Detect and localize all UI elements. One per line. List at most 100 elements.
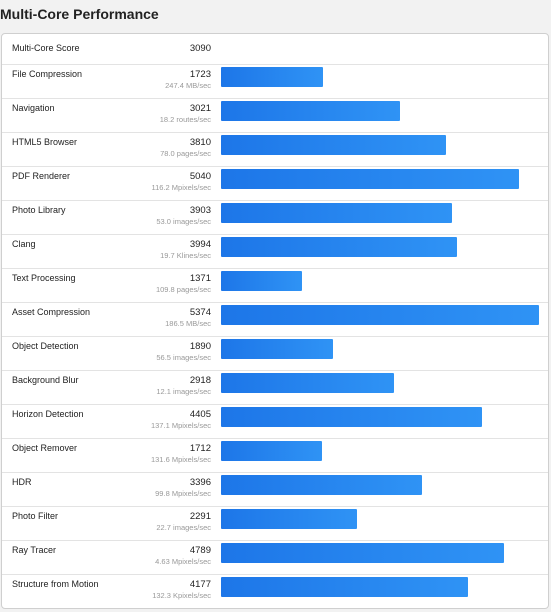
benchmark-row: Clang 3994 19.7 Klines/sec [2, 235, 548, 269]
benchmark-bar [221, 509, 357, 529]
benchmark-row: HDR 3396 99.8 Mpixels/sec [2, 473, 548, 507]
benchmark-bar [221, 135, 447, 155]
benchmark-bar [221, 475, 422, 495]
benchmark-name: Background Blur [12, 375, 79, 385]
benchmark-bar [221, 101, 400, 121]
benchmark-name: Structure from Motion [12, 579, 99, 589]
benchmark-bar-track [221, 101, 539, 121]
benchmark-bar [221, 543, 505, 563]
benchmark-row: PDF Renderer 5040 116.2 Mpixels/sec [2, 167, 548, 201]
benchmark-rate: 99.8 Mpixels/sec [155, 489, 211, 498]
benchmark-score: 4405 [189, 409, 211, 420]
benchmark-row: File Compression 1723 247.4 MB/sec [2, 65, 548, 99]
benchmark-score: 3810 [189, 137, 211, 148]
benchmark-bar-track [221, 271, 539, 291]
benchmark-row: Asset Compression 5374 186.5 MB/sec [2, 303, 548, 337]
benchmark-name: Clang [12, 239, 36, 249]
benchmark-bar [221, 441, 323, 461]
benchmark-name: PDF Renderer [12, 171, 71, 181]
benchmark-score: 1712 [189, 443, 211, 454]
benchmark-name: Horizon Detection [12, 409, 84, 419]
multi-core-score-value: 3090 [189, 43, 211, 54]
benchmark-name: Asset Compression [12, 307, 91, 317]
benchmark-name: Text Processing [12, 273, 76, 283]
benchmark-row: Background Blur 2918 12.1 images/sec [2, 371, 548, 405]
benchmark-rate: 56.5 images/sec [156, 353, 211, 362]
multi-core-score-label: Multi-Core Score [12, 43, 80, 53]
benchmark-bar-track [221, 67, 539, 87]
benchmark-name: File Compression [12, 69, 83, 79]
benchmark-score: 4177 [189, 579, 211, 590]
benchmark-row: Horizon Detection 4405 137.1 Mpixels/sec [2, 405, 548, 439]
benchmark-score: 5040 [189, 171, 211, 182]
benchmark-score: 2291 [189, 511, 211, 522]
benchmark-bar [221, 169, 520, 189]
benchmark-score: 2918 [189, 375, 211, 386]
benchmark-score: 3903 [189, 205, 211, 216]
benchmark-row: Object Remover 1712 131.6 Mpixels/sec [2, 439, 548, 473]
benchmark-rate: 4.63 Mpixels/sec [155, 557, 211, 566]
benchmark-rate: 12.1 images/sec [156, 387, 211, 396]
benchmark-rate: 19.7 Klines/sec [160, 251, 211, 260]
benchmark-bar-track [221, 339, 539, 359]
benchmark-row: Photo Library 3903 53.0 images/sec [2, 201, 548, 235]
benchmark-bar [221, 237, 458, 257]
benchmark-rate: 131.6 Mpixels/sec [150, 455, 211, 464]
benchmark-rate: 18.2 routes/sec [159, 115, 211, 124]
benchmark-rate: 109.8 pages/sec [155, 285, 211, 294]
benchmark-name: Navigation [12, 103, 55, 113]
benchmark-score: 5374 [189, 307, 211, 318]
benchmark-bar-track [221, 543, 539, 563]
benchmark-row: Text Processing 1371 109.8 pages/sec [2, 269, 548, 303]
benchmark-score: 3021 [189, 103, 211, 114]
benchmark-bar-track [221, 475, 539, 495]
benchmark-bar [221, 271, 303, 291]
benchmark-bar-track [221, 305, 539, 325]
benchmark-rate: 247.4 MB/sec [165, 81, 211, 90]
benchmark-rate: 132.3 Kpixels/sec [152, 591, 211, 600]
benchmark-bar [221, 577, 469, 597]
benchmark-bar-track [221, 441, 539, 461]
benchmark-row: Photo Filter 2291 22.7 images/sec [2, 507, 548, 541]
benchmark-row: HTML5 Browser 3810 78.0 pages/sec [2, 133, 548, 167]
benchmark-bar [221, 203, 452, 223]
benchmark-row: Navigation 3021 18.2 routes/sec [2, 99, 548, 133]
benchmark-bar-track [221, 509, 539, 529]
page-title: Multi-Core Performance [0, 6, 159, 22]
benchmark-row: Ray Tracer 4789 4.63 Mpixels/sec [2, 541, 548, 575]
benchmark-list: File Compression 1723 247.4 MB/sec Navigati… [2, 65, 548, 608]
benchmark-score: 1371 [189, 273, 211, 284]
multi-core-score-row: Multi-Core Score 3090 [2, 34, 548, 65]
benchmark-bar-track [221, 169, 539, 189]
benchmark-rate: 137.1 Mpixels/sec [150, 421, 211, 430]
benchmark-bar-track [221, 237, 539, 257]
benchmark-bar [221, 305, 539, 325]
benchmark-name: HTML5 Browser [12, 137, 78, 147]
benchmark-bar-track [221, 135, 539, 155]
benchmark-name: Object Detection [12, 341, 79, 351]
benchmark-bar-track [221, 373, 539, 393]
benchmark-score: 3994 [189, 239, 211, 250]
benchmark-rate: 53.0 images/sec [156, 217, 211, 226]
benchmark-score: 1723 [189, 69, 211, 80]
benchmark-rate: 116.2 Mpixels/sec [151, 183, 211, 192]
benchmark-bar-track [221, 407, 539, 427]
benchmark-bar-track [221, 577, 539, 597]
results-panel: Multi-Core Score 3090 File Compression 17… [1, 33, 549, 609]
benchmark-bar-track [221, 203, 539, 223]
benchmark-bar [221, 407, 482, 427]
benchmark-score: 1890 [189, 341, 211, 352]
benchmark-bar [221, 373, 394, 393]
benchmark-row: Object Detection 1890 56.5 images/sec [2, 337, 548, 371]
benchmark-rate: 22.7 images/sec [156, 523, 211, 532]
benchmark-name: Ray Tracer [12, 545, 57, 555]
benchmark-rate: 186.5 MB/sec [165, 319, 211, 328]
benchmark-name: Photo Filter [12, 511, 59, 521]
benchmark-score: 3396 [189, 477, 211, 488]
benchmark-bar [221, 339, 333, 359]
benchmark-name: HDR [12, 477, 32, 487]
benchmark-row: Structure from Motion 4177 132.3 Kpixels/s… [2, 575, 548, 608]
benchmark-bar [221, 67, 323, 87]
benchmark-score: 4789 [189, 545, 211, 556]
benchmark-name: Photo Library [12, 205, 66, 215]
